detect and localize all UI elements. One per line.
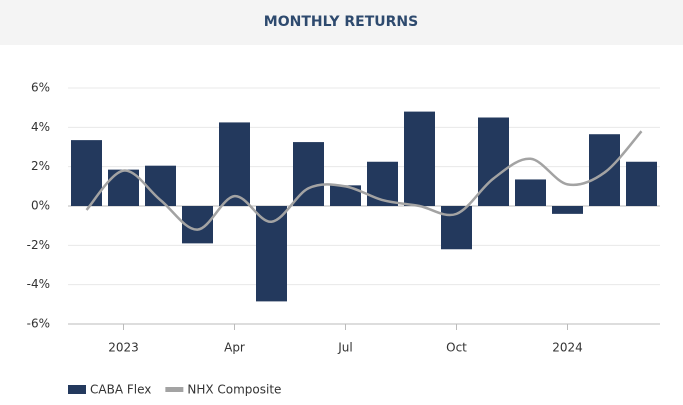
x-tick-label: Apr <box>224 341 245 355</box>
x-tick-label: Oct <box>446 341 467 355</box>
x-tick-label: Jul <box>337 341 352 355</box>
bar <box>441 206 472 250</box>
bar <box>330 185 361 206</box>
y-tick-label: 6% <box>31 81 50 95</box>
bar <box>552 206 583 214</box>
bar <box>367 161 398 206</box>
bar <box>293 142 324 206</box>
y-tick-label: -6% <box>27 317 50 331</box>
x-tick-label: 2024 <box>552 341 583 355</box>
y-tick-label: -2% <box>27 238 50 252</box>
y-tick-label: 2% <box>31 159 50 173</box>
y-tick-label: -4% <box>27 277 50 291</box>
legend-swatch <box>165 387 184 392</box>
y-tick-label: 0% <box>31 199 50 213</box>
legend-swatch <box>68 385 86 394</box>
bar <box>404 111 435 206</box>
chart-title: MONTHLY RETURNS <box>264 14 418 30</box>
bar <box>256 206 287 302</box>
bar <box>478 117 509 206</box>
bar <box>626 161 657 206</box>
legend-label: CABA Flex <box>90 383 151 397</box>
line <box>85 130 643 231</box>
title-band <box>0 0 683 45</box>
x-tick-label: 2023 <box>108 341 139 355</box>
y-tick-label: 4% <box>31 120 50 134</box>
bar <box>219 122 250 206</box>
legend-label: NHX Composite <box>187 383 281 397</box>
bar <box>515 179 546 206</box>
bar <box>589 134 620 206</box>
